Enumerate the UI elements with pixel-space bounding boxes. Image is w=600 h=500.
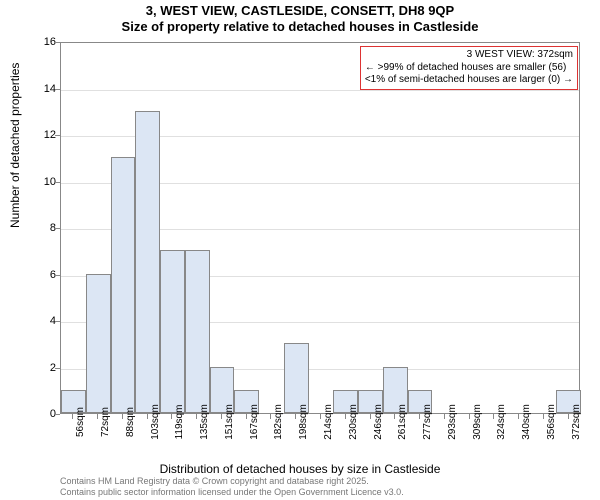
histogram-bar bbox=[135, 111, 160, 413]
y-tick-mark bbox=[55, 228, 60, 229]
footer: Contains HM Land Registry data © Crown c… bbox=[60, 476, 404, 498]
y-tick-label: 16 bbox=[26, 36, 56, 48]
annotation-line-2: ← >99% of detached houses are smaller (5… bbox=[365, 62, 573, 75]
y-tick-label: 14 bbox=[26, 83, 56, 95]
x-tick-mark bbox=[419, 414, 420, 419]
y-tick-label: 12 bbox=[26, 129, 56, 141]
y-tick-label: 4 bbox=[26, 315, 56, 327]
x-tick-label: 214sqm bbox=[323, 404, 334, 440]
x-tick-mark bbox=[97, 414, 98, 419]
y-tick-label: 6 bbox=[26, 269, 56, 281]
y-tick-mark bbox=[55, 182, 60, 183]
x-tick-label: 167sqm bbox=[249, 404, 260, 440]
histogram-bar bbox=[284, 343, 309, 413]
footer-line-2: Contains public sector information licen… bbox=[60, 487, 404, 498]
x-tick-label: 324sqm bbox=[496, 404, 507, 440]
chart-container: 3, WEST VIEW, CASTLESIDE, CONSETT, DH8 9… bbox=[0, 0, 600, 500]
gridline bbox=[61, 90, 579, 91]
x-tick-mark bbox=[320, 414, 321, 419]
x-tick-label: 103sqm bbox=[150, 404, 161, 440]
chart-title-sub: Size of property relative to detached ho… bbox=[0, 18, 600, 34]
annotation-line-1: 3 WEST VIEW: 372sqm bbox=[365, 49, 573, 62]
x-tick-mark bbox=[345, 414, 346, 419]
y-tick-mark bbox=[55, 414, 60, 415]
x-tick-label: 72sqm bbox=[100, 407, 111, 437]
annotation-line-3: <1% of semi-detached houses are larger (… bbox=[365, 74, 573, 87]
x-tick-label: 119sqm bbox=[174, 405, 185, 440]
x-tick-label: 356sqm bbox=[546, 404, 557, 440]
x-tick-mark bbox=[444, 414, 445, 419]
y-tick-mark bbox=[55, 89, 60, 90]
x-tick-mark bbox=[72, 414, 73, 419]
y-tick-mark bbox=[55, 135, 60, 136]
footer-line-1: Contains HM Land Registry data © Crown c… bbox=[60, 476, 404, 487]
x-tick-mark bbox=[221, 414, 222, 419]
x-axis-label: Distribution of detached houses by size … bbox=[0, 462, 600, 476]
histogram-bar bbox=[86, 274, 111, 414]
x-tick-mark bbox=[295, 414, 296, 419]
x-tick-mark bbox=[196, 414, 197, 419]
x-tick-label: 182sqm bbox=[273, 404, 284, 440]
x-tick-label: 246sqm bbox=[373, 404, 384, 440]
histogram-bar bbox=[111, 157, 136, 413]
x-tick-label: 135sqm bbox=[199, 404, 210, 440]
x-tick-mark bbox=[270, 414, 271, 419]
x-tick-mark bbox=[518, 414, 519, 419]
x-tick-label: 261sqm bbox=[397, 404, 408, 440]
x-tick-label: 340sqm bbox=[521, 404, 532, 440]
plot-area bbox=[60, 42, 580, 414]
y-tick-mark bbox=[55, 368, 60, 369]
x-tick-mark bbox=[394, 414, 395, 419]
x-tick-label: 230sqm bbox=[348, 404, 359, 440]
x-tick-label: 293sqm bbox=[447, 404, 458, 440]
y-tick-mark bbox=[55, 321, 60, 322]
histogram-bar bbox=[185, 250, 210, 413]
y-axis-label: Number of detached properties bbox=[8, 63, 22, 228]
y-tick-label: 2 bbox=[26, 362, 56, 374]
histogram-bar bbox=[160, 250, 185, 413]
x-tick-label: 151sqm bbox=[224, 404, 235, 440]
annotation-box: 3 WEST VIEW: 372sqm ← >99% of detached h… bbox=[360, 46, 578, 90]
x-tick-label: 88sqm bbox=[125, 407, 136, 437]
x-tick-label: 372sqm bbox=[571, 404, 582, 440]
y-tick-mark bbox=[55, 275, 60, 276]
y-tick-mark bbox=[55, 42, 60, 43]
x-tick-mark bbox=[543, 414, 544, 419]
x-tick-mark bbox=[493, 414, 494, 419]
y-tick-label: 8 bbox=[26, 222, 56, 234]
x-tick-mark bbox=[122, 414, 123, 419]
x-tick-mark bbox=[469, 414, 470, 419]
y-tick-label: 10 bbox=[26, 176, 56, 188]
x-tick-mark bbox=[246, 414, 247, 419]
x-tick-mark bbox=[370, 414, 371, 419]
x-tick-mark bbox=[147, 414, 148, 419]
y-tick-label: 0 bbox=[26, 408, 56, 420]
x-tick-label: 56sqm bbox=[75, 407, 86, 437]
x-tick-label: 309sqm bbox=[472, 404, 483, 440]
x-tick-label: 198sqm bbox=[298, 404, 309, 440]
chart-title-main: 3, WEST VIEW, CASTLESIDE, CONSETT, DH8 9… bbox=[0, 0, 600, 18]
x-tick-label: 277sqm bbox=[422, 404, 433, 440]
x-tick-mark bbox=[171, 414, 172, 419]
x-tick-mark bbox=[568, 414, 569, 419]
